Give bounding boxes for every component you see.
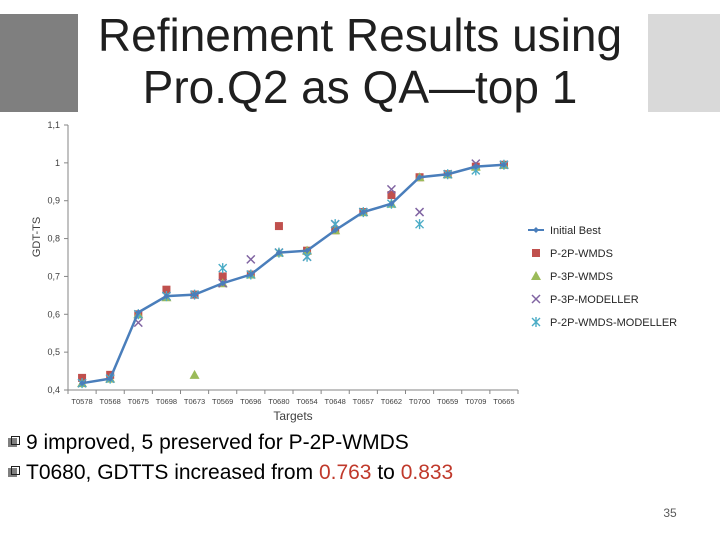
y-axis-label: GDT-TS — [31, 217, 43, 257]
data-point — [163, 293, 170, 300]
x-tick-label: T0696 — [240, 397, 261, 406]
legend-marker — [532, 249, 540, 257]
legend-item: P-3P-WMDS — [531, 271, 613, 283]
legend-item: Initial Best — [528, 225, 601, 237]
legend-item: P-2P-WMDS-MODELLER — [531, 317, 677, 329]
data-point — [219, 280, 226, 287]
series-p2p-wmds-modeller — [77, 159, 509, 389]
bullet-text-2-middle: to — [371, 461, 401, 484]
series-p3p-wmds — [77, 159, 509, 388]
legend-item: P-3P-MODELLER — [531, 294, 639, 306]
data-point — [500, 161, 507, 168]
chart-axes — [67, 125, 518, 391]
data-point — [415, 207, 425, 217]
legend-label: P-3P-WMDS — [550, 271, 613, 283]
bullet-text-1: 9 improved, 5 preserved for P-2P-WMDS — [26, 431, 409, 454]
data-point — [189, 369, 200, 379]
page-number: 35 — [663, 506, 677, 520]
y-tick-label: 0,4 — [47, 385, 60, 395]
data-point — [274, 222, 283, 231]
bullet-marker-icon — [8, 436, 22, 450]
data-point — [79, 380, 86, 387]
data-point — [415, 219, 425, 230]
data-point — [135, 309, 142, 316]
legend-item: P-2P-WMDS — [532, 248, 613, 260]
data-point — [304, 247, 311, 254]
x-tick-label: T0578 — [71, 397, 92, 406]
data-point — [78, 373, 87, 382]
bullet-value-refined: 0.833 — [400, 461, 454, 484]
data-point — [388, 200, 395, 207]
y-tick-label: 0,9 — [47, 196, 60, 206]
data-point — [360, 209, 367, 216]
data-point — [387, 191, 396, 200]
data-point — [247, 271, 254, 278]
y-tick-label: 0,8 — [47, 234, 60, 244]
data-point — [191, 291, 198, 298]
x-tick-label: T0654 — [296, 397, 317, 406]
bullet-item-1: 9 improved, 5 preserved for P-2P-WMDS — [8, 428, 608, 458]
series-initial-best — [79, 161, 507, 387]
data-point — [386, 184, 396, 194]
title-decoration-right — [648, 14, 720, 112]
bullet-value-initial: 0.763 — [318, 461, 372, 484]
gdt-ts-line-chart: 0,40,50,60,70,80,911,1 T0578 T0568 T0675 T0… — [31, 120, 677, 423]
slide-title-line-1: Refinement Results using — [97, 9, 623, 61]
title-band — [0, 0, 720, 112]
data-point — [416, 174, 423, 181]
bullet-marker-icon — [8, 466, 22, 480]
legend-label: P-3P-MODELLER — [550, 294, 639, 306]
y-tick-label: 0,7 — [47, 271, 60, 281]
legend-label: P-2P-WMDS-MODELLER — [550, 317, 677, 329]
chart-series — [77, 159, 509, 389]
legend-marker — [531, 294, 541, 304]
y-tick-label: 1 — [55, 158, 60, 168]
series-p2p-wmds — [78, 160, 508, 382]
bullet-item-2: T0680, GDTTS increased from 0.763 to 0.8… — [8, 458, 608, 488]
y-tick-label: 0,5 — [47, 347, 60, 357]
x-axis-ticks: T0578 T0568 T0675 T0698 T0673 T0569 T0696 T0680… — [67, 390, 519, 406]
x-tick-label: T0673 — [184, 397, 205, 406]
x-tick-label: T0569 — [212, 397, 233, 406]
x-axis-label: Targets — [273, 409, 312, 423]
x-tick-label: T0659 — [437, 397, 458, 406]
y-tick-label: 1,1 — [47, 120, 60, 130]
title-decoration-left — [0, 14, 78, 112]
chart-legend: Initial Best P-2P-WMDS P-3P-WMDS P-3P-MODEL… — [528, 225, 677, 329]
x-tick-label: T0680 — [268, 397, 289, 406]
y-axis-ticks: 0,4 0,5 0,6 0,7 0,8 0,9 1 1,1 — [47, 120, 68, 395]
data-point — [444, 171, 451, 178]
series-line — [81, 163, 505, 385]
data-point — [275, 249, 282, 256]
legend-marker — [531, 271, 541, 280]
x-tick-label: T0709 — [465, 397, 486, 406]
data-point — [218, 272, 227, 281]
data-point — [332, 227, 339, 234]
x-tick-label: T0665 — [493, 397, 514, 406]
data-point — [107, 375, 114, 382]
x-tick-label: T0662 — [381, 397, 402, 406]
series-p3p-modeller — [77, 159, 509, 388]
y-tick-label: 0,6 — [47, 309, 60, 319]
data-point — [246, 254, 256, 264]
data-point — [162, 285, 171, 294]
x-tick-label: T0568 — [100, 397, 121, 406]
legend-label: P-2P-WMDS — [550, 248, 613, 260]
bullet-text-2-prefix: T0680, GDTTS increased from — [26, 461, 319, 484]
x-tick-label: T0700 — [409, 397, 430, 406]
data-point — [472, 163, 479, 170]
legend-label: Initial Best — [550, 225, 601, 237]
legend-marker — [531, 317, 541, 327]
x-tick-label: T0675 — [128, 397, 149, 406]
bullet-list: 9 improved, 5 preserved for P-2P-WMDS T0… — [8, 428, 608, 488]
x-tick-label: T0648 — [325, 397, 346, 406]
slide-title-line-2: Pro.Q2 as QA—top 1 — [142, 61, 578, 113]
legend-marker — [533, 227, 539, 233]
x-tick-label: T0657 — [353, 397, 374, 406]
x-tick-label: T0698 — [156, 397, 177, 406]
data-point — [218, 263, 228, 274]
